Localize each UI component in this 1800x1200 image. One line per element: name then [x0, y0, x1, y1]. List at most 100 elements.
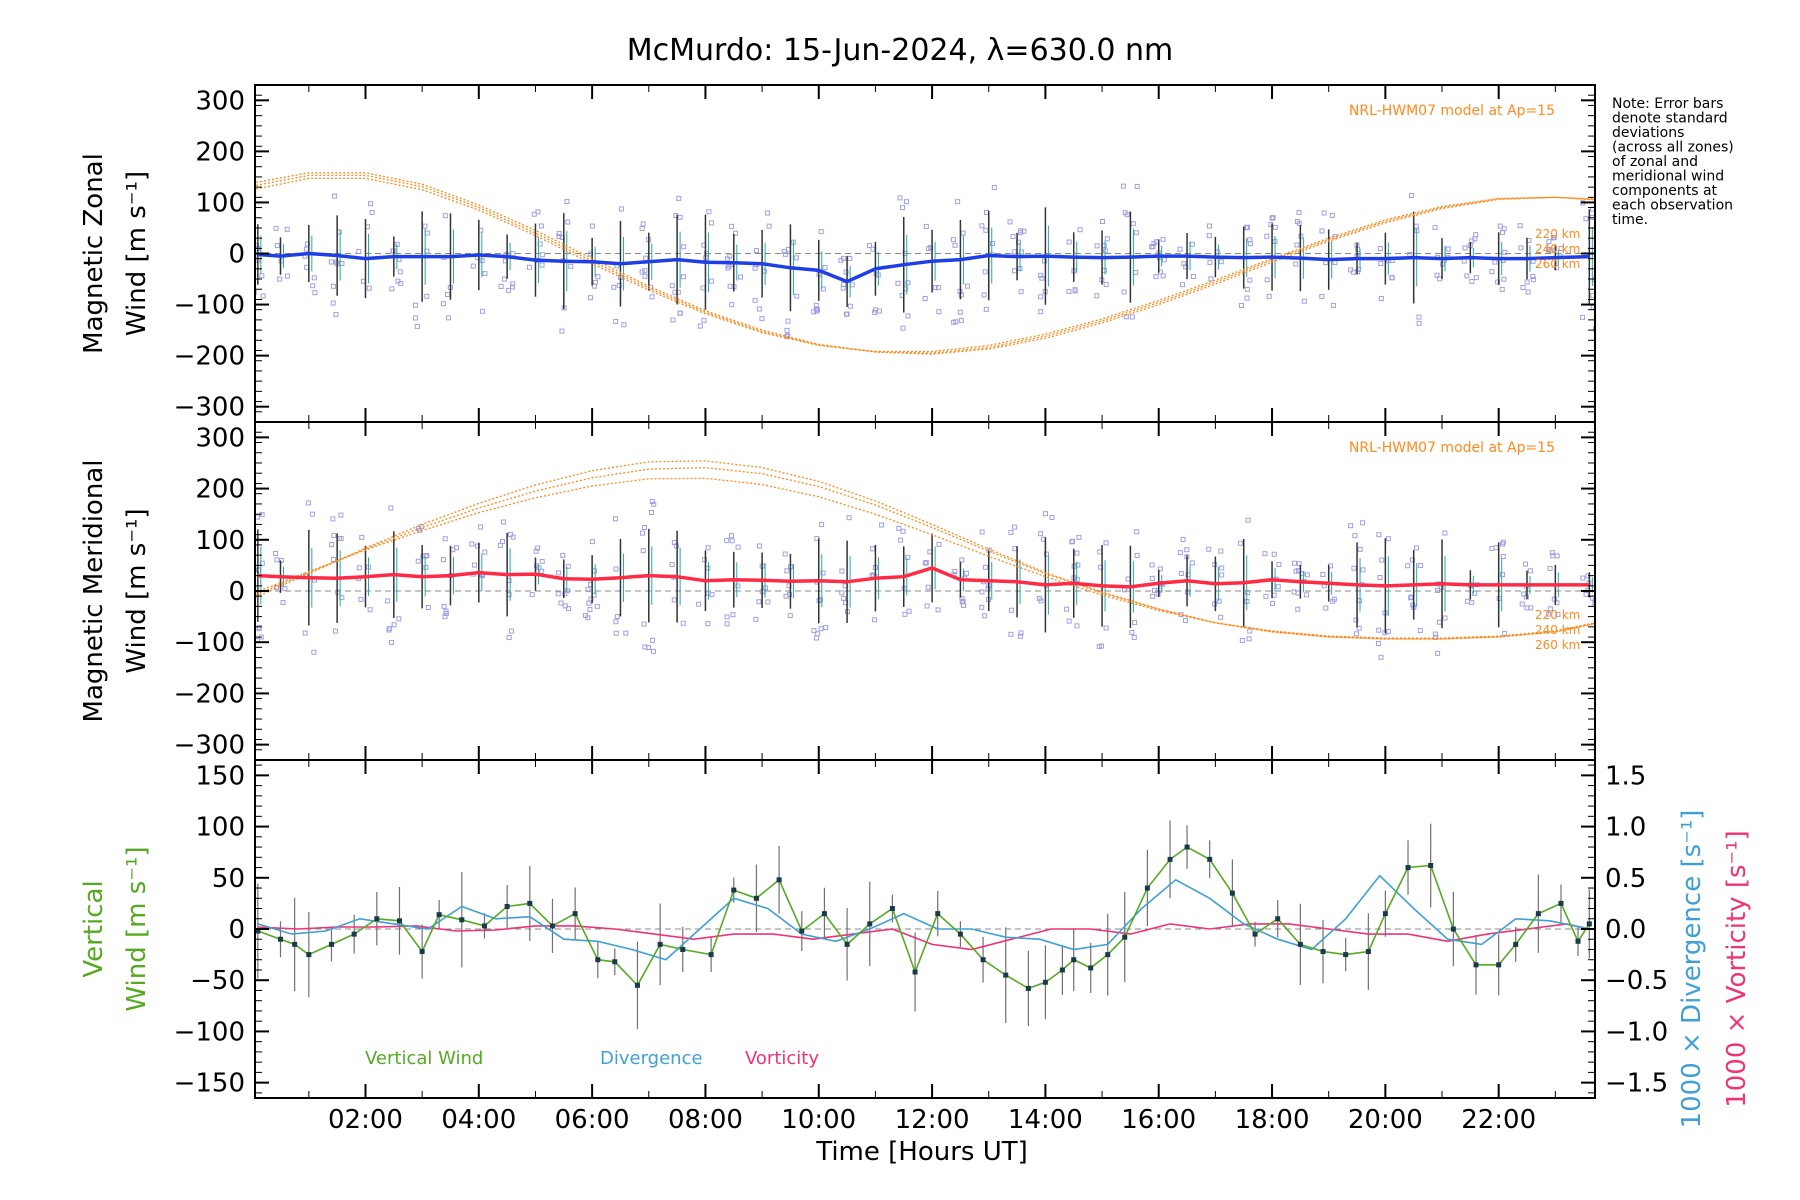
zone-sample [613, 516, 619, 522]
zone-sample [591, 568, 597, 574]
zone-sample [1122, 210, 1128, 216]
zone-sample [259, 560, 265, 566]
zone-sample [1295, 606, 1301, 612]
vertical-wind-point [277, 936, 283, 942]
zone-sample [811, 628, 817, 634]
altitude-label: 240 km [1535, 242, 1580, 256]
zone-sample [440, 557, 446, 563]
zone-sample [562, 591, 568, 597]
zone-sample [539, 262, 545, 268]
x-tick-label: 02:00 [328, 1105, 403, 1135]
vertical-wind-point [634, 982, 640, 988]
zone-sample [559, 328, 565, 334]
note-line: of zonal and [1612, 154, 1698, 170]
zone-sample [1039, 275, 1045, 281]
vertical-wind-line [257, 846, 1590, 990]
zone-sample [839, 590, 845, 596]
zone-sample [959, 599, 965, 605]
zone-sample [705, 545, 711, 551]
vertical-wind-point [1558, 900, 1564, 906]
zone-sample [369, 210, 375, 216]
zone-sample [735, 544, 741, 550]
zone-sample [1497, 223, 1503, 229]
vertical-wind-point [731, 887, 737, 893]
zone-sample [1018, 289, 1024, 295]
zone-sample [1523, 561, 1529, 567]
zone-sample [705, 565, 711, 571]
zone-sample [1442, 530, 1448, 536]
zone-sample [442, 614, 448, 620]
zone-sample [531, 211, 537, 217]
zone-sample [1018, 630, 1024, 636]
note-line: Note: Error bars [1612, 96, 1723, 112]
vertical-plot-area [255, 820, 1595, 1030]
zone-sample [1190, 273, 1196, 279]
vertical-wind-point [1496, 962, 1502, 968]
zone-sample [368, 201, 374, 207]
zone-sample [1356, 625, 1362, 631]
zone-sample [1264, 233, 1270, 239]
zone-sample [389, 286, 395, 292]
zone-sample [499, 538, 505, 544]
zone-sample [1296, 561, 1302, 567]
zone-sample [556, 231, 562, 237]
x-tick-label: 10:00 [781, 1105, 856, 1135]
zone-sample [1247, 237, 1253, 243]
zone-sample [539, 558, 545, 564]
x-tick-label: 18:00 [1235, 1105, 1310, 1135]
vertical-wind-point [1275, 916, 1281, 922]
zone-sample [385, 598, 391, 604]
zone-sample [1499, 572, 1505, 578]
zone-sample [1008, 529, 1014, 535]
y-tick-label: 100 [195, 813, 245, 843]
zone-sample [724, 537, 730, 543]
zone-sample [1378, 296, 1384, 302]
zone-sample [1499, 286, 1505, 292]
zone-sample [1376, 627, 1382, 633]
zone-sample [952, 242, 958, 248]
vertical-wind-point [419, 949, 425, 955]
zone-sample [412, 315, 418, 321]
zone-sample [423, 553, 429, 559]
zone-sample [613, 566, 619, 572]
zone-sample [1206, 546, 1212, 552]
zone-sample [1008, 607, 1014, 613]
zone-sample [641, 525, 647, 531]
zone-sample [1547, 606, 1553, 612]
zone-sample [1304, 572, 1310, 578]
zone-sample [565, 588, 571, 594]
zone-sample [616, 282, 622, 288]
zone-sample [843, 269, 849, 275]
zone-sample [1019, 249, 1025, 255]
vertical-wind-point [799, 928, 805, 934]
vertical-wind-point [935, 911, 941, 917]
zone-sample [642, 273, 648, 279]
zone-sample [330, 283, 336, 289]
zone-sample [784, 568, 790, 574]
zone-sample [621, 322, 627, 328]
zone-sample [1413, 223, 1419, 229]
vertical-wind-point [1071, 957, 1077, 963]
zone-sample [927, 549, 933, 555]
vertical-wind-point [1297, 941, 1303, 947]
zone-sample [506, 635, 512, 641]
zone-sample [260, 293, 266, 299]
zone-sample [1500, 553, 1506, 559]
zone-sample [586, 600, 592, 606]
zone-sample [1502, 630, 1508, 636]
x-tick-label: 12:00 [895, 1105, 970, 1135]
zone-sample [727, 283, 733, 289]
zone-sample [1417, 628, 1423, 634]
vertical-wind-point [481, 923, 487, 929]
zone-sample [823, 625, 829, 631]
zone-sample [367, 607, 373, 613]
zone-sample [1246, 636, 1252, 642]
zone-sample [302, 630, 308, 636]
altitude-label: 220 km [1535, 608, 1580, 622]
zone-sample [651, 501, 657, 507]
zone-sample [1130, 221, 1136, 227]
zone-sample [422, 223, 428, 229]
zone-sample [585, 587, 591, 593]
zone-sample [752, 297, 758, 303]
zone-sample [818, 229, 824, 235]
